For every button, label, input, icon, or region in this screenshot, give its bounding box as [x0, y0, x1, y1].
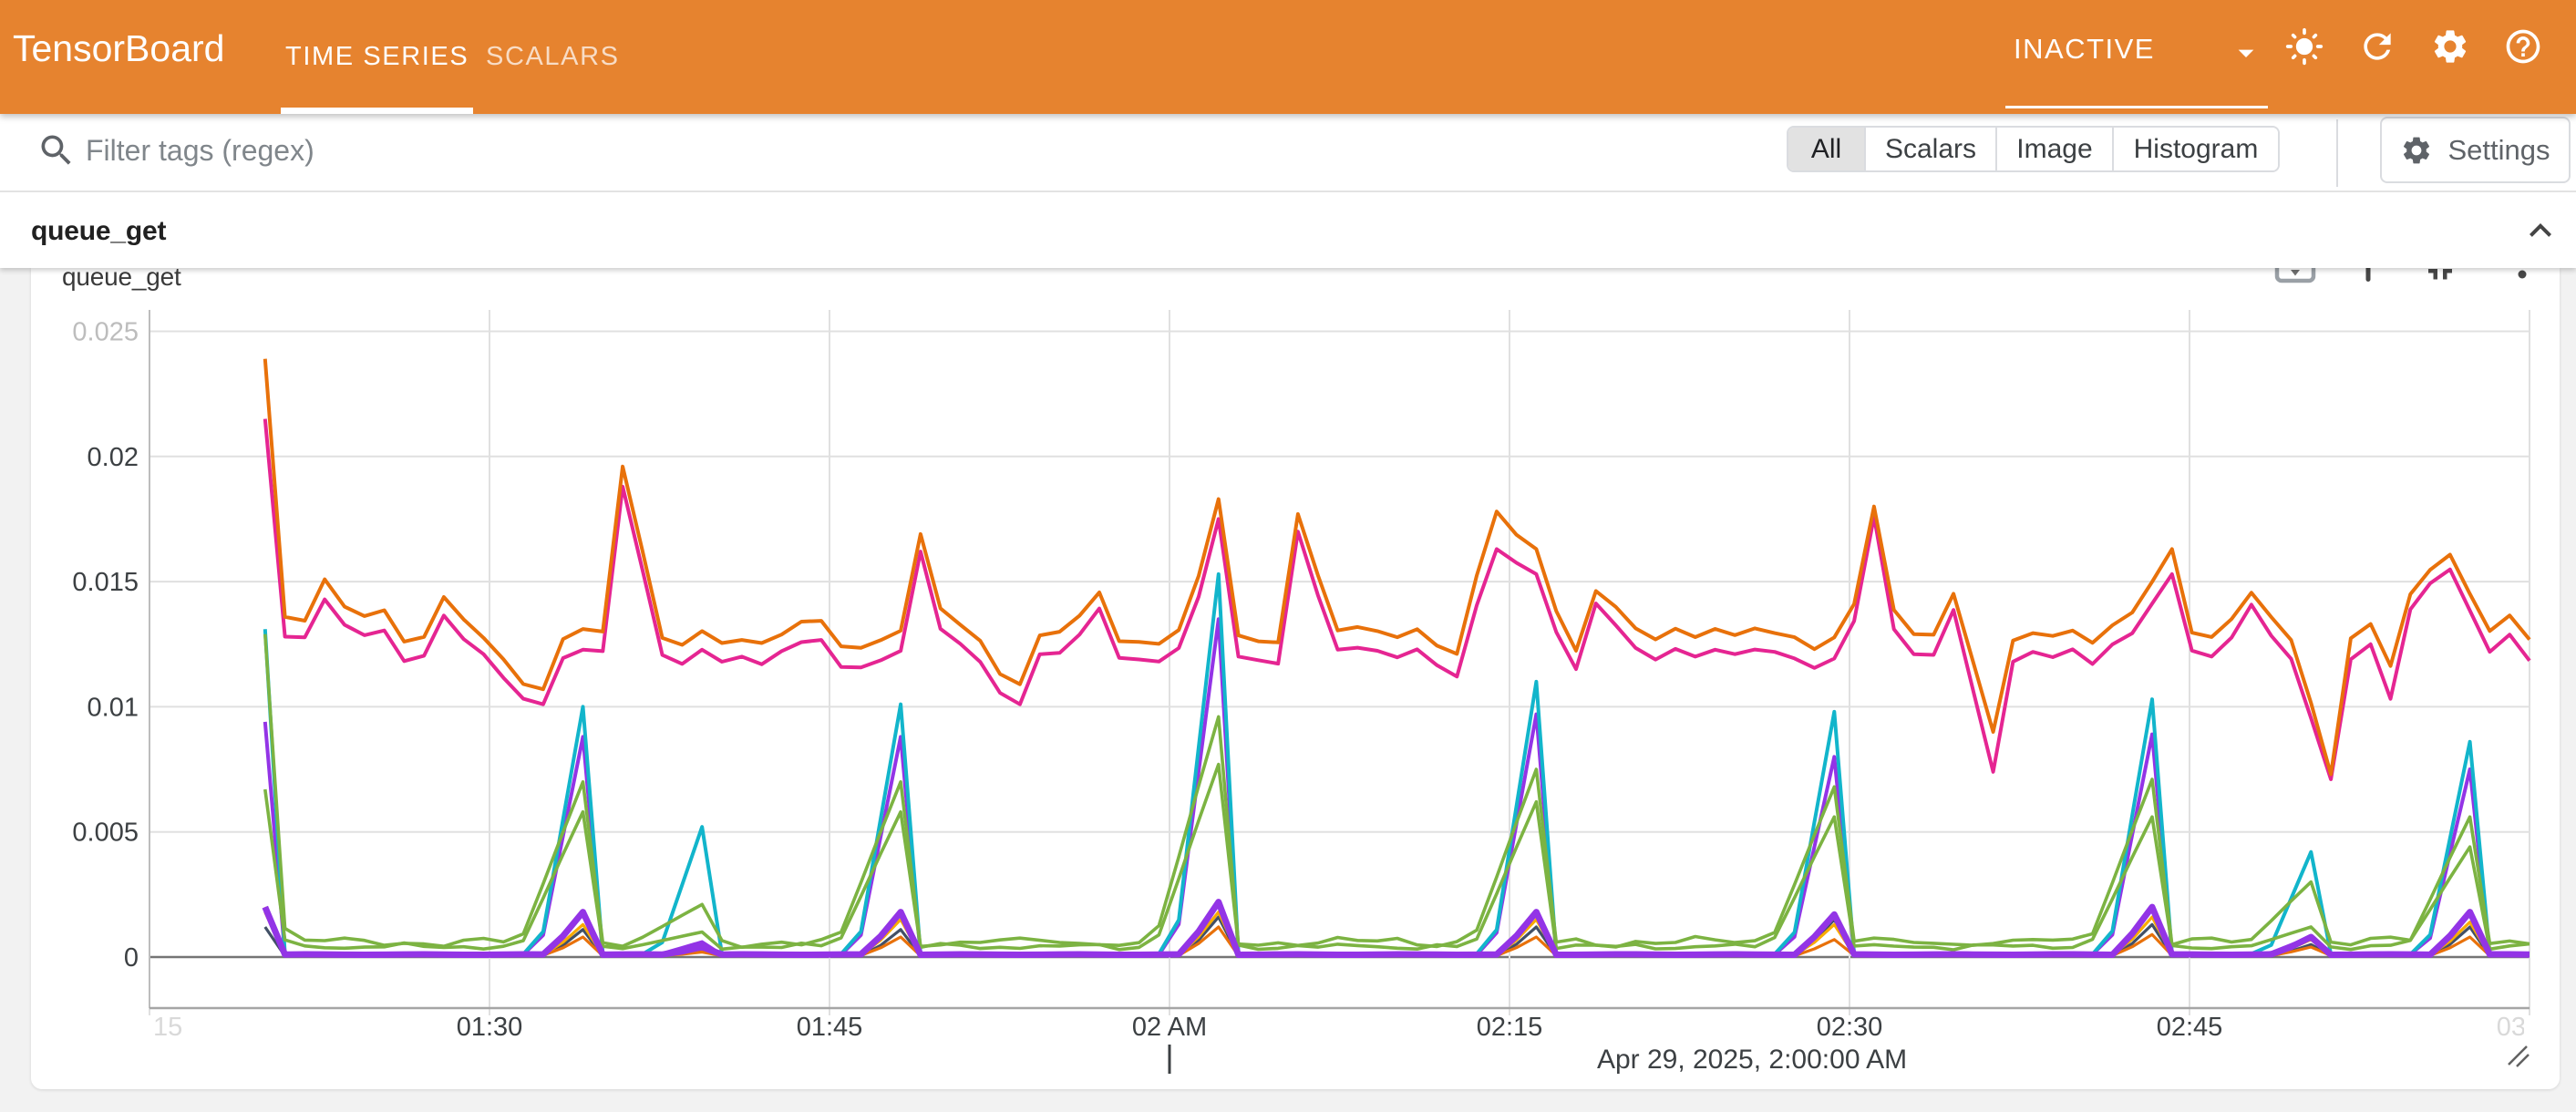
filter-image-button[interactable]: Image	[1995, 128, 2112, 170]
series-run-magenta	[263, 418, 2531, 781]
settings-gear-button[interactable]	[2428, 26, 2472, 69]
more-options-icon[interactable]	[2515, 268, 2530, 292]
resize-handle-icon[interactable]	[2508, 1045, 2530, 1067]
tag-section-title: queue_get	[31, 216, 167, 246]
filter-toolbar: All Scalars Image Histogram Settings	[0, 114, 2576, 192]
x-tick-label: 02:30	[1817, 1013, 1883, 1042]
y-tick-label: 0.015	[72, 568, 139, 597]
x-tick-label: 03:00	[2497, 1013, 2560, 1042]
line-chart[interactable]: 0 0.005 0.01 0.015 0.02 0.025 01:15 03:00 01:30 0…	[31, 268, 2560, 1089]
status-label: INACTIVE	[2014, 33, 2155, 65]
app-header: TensorBoard TIME SERIES SCALARS INACTIVE	[0, 0, 2576, 114]
dashboard-content: 0 0.005 0.01 0.015 0.02 0.025 01:15 03:00 01:30 0…	[0, 268, 2576, 1112]
chevron-down-icon	[2238, 49, 2254, 57]
y-tick-label: 0.01	[88, 693, 139, 722]
search-icon	[41, 135, 71, 165]
sun-icon	[2285, 27, 2324, 65]
fullscreen-icon[interactable]	[2418, 268, 2462, 292]
x-tick-label: 01:30	[457, 1013, 523, 1042]
y-tick-label: 0.005	[72, 819, 139, 848]
x-tick-label: 02 AM	[1132, 1013, 1207, 1042]
tag-section-header: queue_get	[0, 192, 2576, 268]
app-logo: TensorBoard	[13, 27, 225, 69]
refresh-icon	[2364, 32, 2391, 60]
settings-button[interactable]: Settings	[2380, 117, 2571, 183]
gear-icon	[2404, 137, 2430, 163]
settings-button-label: Settings	[2447, 133, 2550, 166]
series-run-purple-bold	[262, 899, 2530, 958]
gear-icon	[2434, 29, 2467, 63]
tab-scalars-label: SCALARS	[486, 42, 620, 71]
plugin-filter-group: All Scalars Image Histogram	[1787, 126, 2280, 172]
toolbar-divider	[2336, 119, 2338, 187]
filter-histogram-button[interactable]: Histogram	[2112, 128, 2278, 170]
filter-tags-input[interactable]	[86, 125, 1635, 176]
tab-scalars[interactable]: SCALARS	[481, 0, 624, 114]
reload-status-dropdown[interactable]: INACTIVE	[2005, 0, 2268, 114]
refresh-button[interactable]	[2355, 26, 2399, 69]
download-icon[interactable]	[2272, 268, 2319, 292]
help-icon	[2506, 29, 2540, 63]
chevron-up-icon	[2530, 223, 2551, 237]
y-tick-label: 0.025	[72, 318, 139, 347]
scalar-chart-card: 0 0.005 0.01 0.015 0.02 0.025 01:15 03:00 01:30 0…	[31, 268, 2560, 1089]
series-run-orange	[263, 358, 2531, 777]
y-tick-label: 0.02	[88, 443, 139, 472]
filter-all-button[interactable]: All	[1788, 128, 1864, 170]
y-tick-label: 0	[124, 943, 139, 973]
chart-card-title: queue_get	[62, 268, 181, 291]
x-tick-label: 01:15	[117, 1013, 183, 1042]
help-button[interactable]	[2501, 26, 2545, 69]
date-axis-label: Apr 29, 2025, 2:00:00 AM	[1597, 1045, 1907, 1075]
tab-time-series[interactable]: TIME SERIES	[281, 0, 474, 114]
x-tick-label: 02:45	[2157, 1013, 2223, 1042]
collapse-section-button[interactable]	[2519, 209, 2562, 252]
theme-toggle-button[interactable]	[2282, 26, 2326, 69]
pin-icon[interactable]	[2354, 268, 2382, 292]
tab-time-series-label: TIME SERIES	[285, 42, 469, 71]
series-run-green-2	[263, 762, 2530, 952]
filter-scalars-button[interactable]: Scalars	[1864, 128, 1995, 170]
x-tick-label: 01:45	[797, 1013, 863, 1042]
series-run-green-1	[263, 633, 2530, 950]
x-tick-label: 02:15	[1477, 1013, 1543, 1042]
